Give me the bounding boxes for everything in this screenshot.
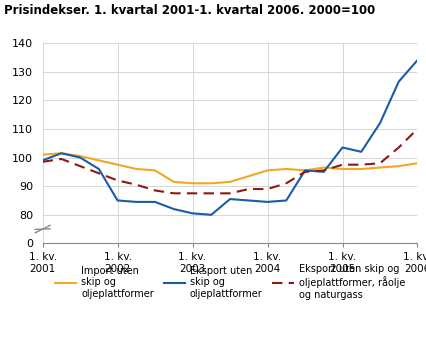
Legend: Import uten
skip og
oljeplattformer, Eksport uten
skip og
oljeplattformer, Ekspo: Import uten skip og oljeplattformer, Eks… [51, 261, 409, 304]
Text: Prisindekser. 1. kvartal 2001-1. kvartal 2006. 2000=100: Prisindekser. 1. kvartal 2001-1. kvartal… [4, 4, 375, 16]
